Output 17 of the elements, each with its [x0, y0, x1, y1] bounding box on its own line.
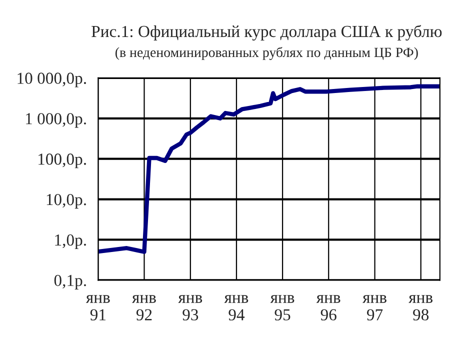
x-tick-label: янв 94: [224, 295, 248, 320]
x-tick-label: янв 98: [408, 295, 433, 320]
chart-subtitle: (в неденоминированных рублях по данным ЦБ РФ): [115, 47, 418, 60]
y-tick-label: 1,0р.: [55, 234, 86, 250]
x-tick-label: янв 91: [86, 295, 110, 320]
x-tick-label: янв 96: [316, 295, 340, 320]
x-tick-label: янв 93: [178, 295, 202, 320]
y-tick-label: 100,0р.: [38, 154, 86, 168]
y-tick-label: 10 000,0р.: [18, 72, 86, 88]
y-tick-label: 10,0р.: [46, 194, 86, 209]
x-tick-label: янв 95: [270, 295, 294, 320]
x-tick-label: янв 92: [132, 295, 156, 320]
x-tick-label: янв 97: [362, 295, 386, 320]
y-tick-label: 0,1р.: [54, 274, 86, 290]
y-tick-label: 1 000,0р.: [26, 113, 86, 128]
line-series: [98, 84, 440, 254]
chart-title: Рис.1: Официальный курс доллара США к рублю: [92, 25, 442, 41]
